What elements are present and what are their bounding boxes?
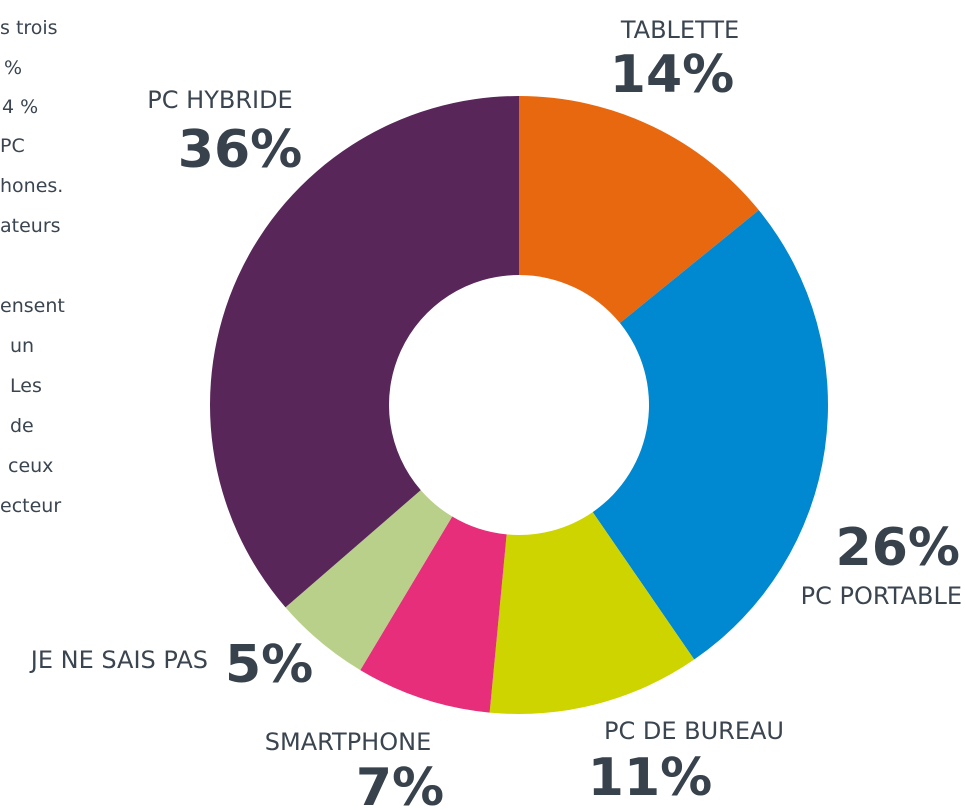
text-fragment: ecteur [0,495,61,517]
text-fragment: ceux [8,455,53,477]
category-label: TABLETTE [620,16,739,44]
text-fragment: hones. [0,175,63,197]
text-fragment: PC [0,135,25,157]
donut [209,95,828,714]
category-label: PC DE BUREAU [604,717,784,745]
value-label: 7% [356,758,444,810]
text-fragment: s trois [0,17,58,39]
donut-slice [285,490,453,671]
value-label: 11% [588,748,712,808]
text-fragment: de [10,415,34,437]
category-label: JE NE SAIS PAS [29,646,208,674]
value-label: 5% [225,635,313,695]
category-label: PC HYBRIDE [147,86,292,114]
text-fragment: un [10,335,34,357]
donut-slice [209,95,519,608]
text-fragment: 4 % [2,96,38,118]
category-label: PC PORTABLE [801,582,962,610]
donut-slice [360,516,507,713]
text-fragment: ensent [0,295,65,317]
category-label: SMARTPHONE [265,728,431,756]
donut-slice [592,210,828,660]
value-label: 36% [178,120,302,180]
donut-slice [489,512,695,714]
text-fragment: ateurs [0,215,61,237]
text-fragment: Les [10,375,42,397]
value-label: 14% [610,45,734,105]
value-label: 26% [836,518,960,578]
text-fragment: % [4,57,22,79]
donut-slice [519,96,759,324]
